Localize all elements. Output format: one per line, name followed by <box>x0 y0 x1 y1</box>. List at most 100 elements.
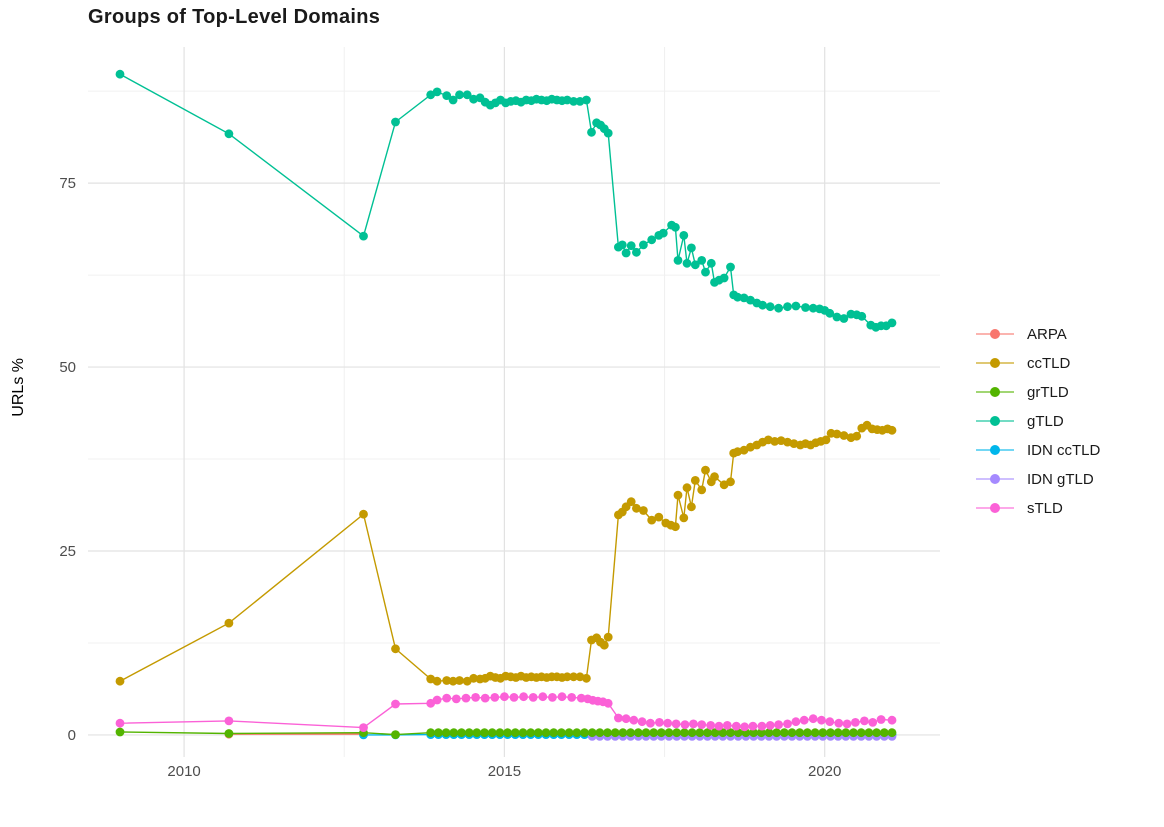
series-stld-point <box>509 693 519 702</box>
series-cctld-point <box>679 513 689 523</box>
series-stld-point <box>868 718 878 727</box>
series-stld-point <box>655 718 664 727</box>
series-stld-point <box>614 713 623 723</box>
series-cctld-point <box>697 485 707 495</box>
series-grtld-point <box>633 728 643 738</box>
series-cctld-point <box>654 512 664 522</box>
gridlines-minor <box>88 47 940 757</box>
series-stld-point <box>442 693 452 703</box>
series-grtld-point <box>549 728 559 738</box>
series-cctld-point <box>701 465 710 475</box>
series-gtld-point <box>690 260 700 270</box>
series-grtld-point <box>224 729 234 738</box>
series-stld-point <box>825 717 835 727</box>
legend-key-stld-icon <box>976 497 1014 519</box>
series-grtld-point <box>464 728 474 738</box>
series-stld-point <box>629 715 639 725</box>
series-grtld-point <box>756 728 766 738</box>
legend-key-idn-gtld-icon <box>976 468 1014 490</box>
series-stld-point <box>490 693 500 702</box>
series-cctld-point <box>224 618 234 628</box>
series-cctld-point <box>599 640 609 650</box>
series-stld-point <box>680 720 690 729</box>
series-gtld-point <box>765 302 775 312</box>
series-gtld-point <box>673 256 683 265</box>
series-gtld-point <box>632 247 641 257</box>
series-grtld-point <box>803 728 812 738</box>
series-cctld-point <box>448 676 458 686</box>
series-stld-point <box>576 693 586 703</box>
series-gtld-point <box>687 243 696 253</box>
series-grtld-point <box>726 728 735 738</box>
series-stld-point <box>876 715 886 724</box>
legend-item-grtld: grTLD <box>976 381 1100 403</box>
series-grtld-point <box>841 728 851 738</box>
series-cctld-point <box>647 515 657 525</box>
series-cctld-point <box>682 483 692 493</box>
series-stld-point <box>663 718 673 728</box>
series-grtld-point <box>656 728 666 738</box>
series-grtld-point <box>526 728 536 738</box>
legend-label: gTLD <box>1027 412 1064 430</box>
series-cctld-point <box>432 676 442 686</box>
series-grtld-point <box>457 728 466 738</box>
series-grtld-point <box>872 728 881 738</box>
legend-item-gtld: gTLD <box>976 410 1100 432</box>
series-gtld-point <box>758 300 767 310</box>
series-gtld-point <box>774 303 783 313</box>
series-grtld-point <box>426 728 436 738</box>
legend-key-grtld-icon <box>976 381 1014 403</box>
legend-key-cctld-icon <box>976 352 1014 374</box>
series-gtld-point <box>647 235 657 245</box>
series-stld-point <box>461 693 471 703</box>
series-grtld-point <box>610 728 620 738</box>
series-stld-point <box>799 715 809 725</box>
series-stld-point <box>603 698 613 708</box>
series-grtld-point <box>710 728 720 738</box>
series-stld <box>115 692 897 732</box>
series-gtld-point <box>603 128 613 138</box>
x-tick-label: 2015 <box>488 763 521 780</box>
series-stld-point <box>480 693 490 703</box>
series-gtld-point <box>857 311 867 321</box>
series-cctld-point <box>569 672 578 682</box>
series-grtld-point <box>849 728 858 738</box>
series-cctld-point <box>603 632 613 642</box>
series-grtld-point <box>818 728 828 738</box>
series-gtld-point <box>455 90 464 100</box>
series-gtld-point <box>569 97 578 106</box>
series-grtld-point <box>718 728 728 738</box>
legend-item-arpa: ARPA <box>976 323 1100 345</box>
series-gtld-point <box>682 258 692 268</box>
legend-item-idn-cctld: IDN ccTLD <box>976 439 1100 461</box>
series-stld-point <box>538 692 548 702</box>
series-grtld-point <box>626 728 635 738</box>
series-gtld-point <box>626 241 636 251</box>
series-gtld-point <box>582 95 591 105</box>
series-cctld-point <box>839 431 849 440</box>
series-grtld-point <box>779 728 789 738</box>
y-tick-label: 75 <box>59 175 76 192</box>
series-stld-point <box>697 720 707 729</box>
series-stld-point <box>817 715 826 725</box>
series-grtld-point <box>595 728 605 738</box>
series-stld-point <box>621 714 631 724</box>
series-grtld-point <box>603 728 612 738</box>
series-grtld-point <box>856 728 866 738</box>
series-grtld-point <box>495 728 505 738</box>
series-stld-point <box>519 692 528 702</box>
series-cctld-point <box>770 437 780 446</box>
series-grtld-point <box>518 728 528 738</box>
series-grtld-point <box>441 728 451 738</box>
legend-label: grTLD <box>1027 383 1069 401</box>
series-cctld-point <box>639 506 648 515</box>
series-stld-point <box>224 716 234 726</box>
series-grtld-point <box>557 728 566 738</box>
series-gtld-point <box>733 292 742 302</box>
series-grtld-point <box>864 728 874 738</box>
series-gtld-point <box>448 95 458 105</box>
series-stld-point <box>731 721 741 731</box>
series-stld-point <box>834 718 844 728</box>
legend-item-idn-gtld: IDN gTLD <box>976 468 1100 490</box>
